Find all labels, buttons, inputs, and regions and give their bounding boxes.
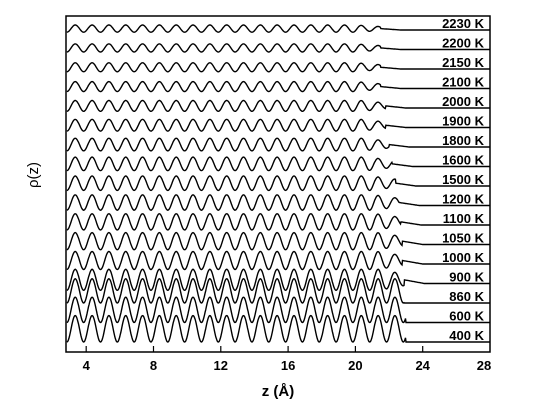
x-tick-label: 28: [477, 358, 491, 373]
plot-frame: [65, 15, 491, 353]
density-curve-900-k: [66, 268, 490, 292]
y-axis-label: ρ(z): [25, 162, 42, 188]
temperature-label: 400 K: [449, 328, 484, 343]
x-tick-label: 20: [348, 358, 362, 373]
x-tick-label: 16: [281, 358, 295, 373]
x-tick-label: 24: [415, 358, 430, 373]
density-curve-1500-k: [66, 175, 490, 192]
x-tick-label: 8: [150, 358, 157, 373]
density-curve-1200-k: [66, 194, 490, 211]
temperature-label: 2230 K: [442, 16, 485, 31]
density-curve-2200-k: [66, 43, 490, 53]
temperature-label: 1100 K: [443, 211, 485, 226]
density-curve-860-k: [66, 278, 490, 304]
x-tick-label: 12: [214, 358, 228, 373]
temperature-label: 2100 K: [442, 75, 485, 90]
density-curve-400-k: [66, 314, 490, 343]
temperature-label: 2000 K: [442, 94, 485, 109]
density-curve-1900-k: [66, 118, 490, 132]
temperature-label: 860 K: [449, 289, 484, 304]
density-curve-1600-k: [66, 156, 490, 172]
temperature-label: 1500 K: [442, 172, 485, 187]
density-curve-1800-k: [66, 137, 490, 152]
x-axis-label: z (Å): [262, 383, 295, 400]
temperature-label: 1000 K: [442, 250, 485, 265]
temperature-label: 2200 K: [442, 36, 485, 51]
temperature-label: 1800 K: [442, 133, 485, 148]
temperature-label: 2150 K: [442, 55, 485, 70]
density-curve-2150-k: [66, 62, 490, 73]
density-curve-1000-k: [66, 250, 490, 271]
curve-group: [66, 24, 490, 343]
x-axis: 4 8 12 16 20 24 28: [83, 346, 491, 373]
temperature-labels: 2230 K 2200 K 2150 K 2100 K 2000 K 1900 K 1800…: [442, 16, 485, 343]
temperature-label: 1900 K: [442, 114, 485, 129]
density-curve-1050-k: [66, 231, 490, 251]
density-curve-2000-k: [66, 99, 490, 113]
temperature-label: 1200 K: [442, 192, 485, 207]
x-tick-label: 4: [83, 358, 91, 373]
density-curve-2230-k: [66, 24, 490, 33]
density-curve-600-k: [66, 296, 490, 324]
density-curve-2100-k: [66, 80, 490, 93]
temperature-label: 600 K: [449, 309, 484, 324]
temperature-label: 1600 K: [442, 153, 485, 168]
density-curve-1100-k: [66, 213, 490, 231]
temperature-label: 900 K: [449, 270, 484, 285]
temperature-label: 1050 K: [442, 231, 485, 246]
